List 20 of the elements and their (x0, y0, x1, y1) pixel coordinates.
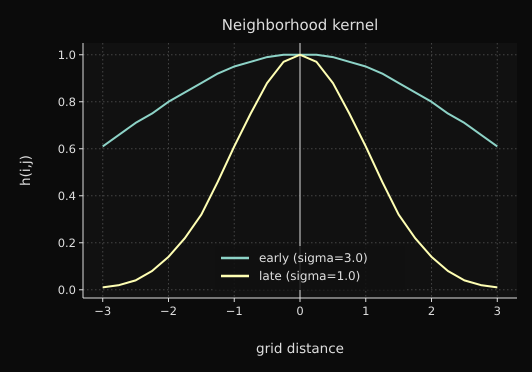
y-tick-label: 0.2 (58, 236, 76, 250)
line-series (102, 54, 498, 288)
y-tick-label: 1.0 (58, 48, 76, 62)
legend-label: late (sigma=1.0) (259, 269, 360, 283)
legend-label: early (sigma=3.0) (259, 251, 368, 265)
x-tick-label: −3 (94, 304, 112, 318)
y-tick-label: 0.4 (58, 188, 76, 203)
x-tick-label: 2 (428, 304, 436, 318)
y-tick-label: 0.8 (58, 94, 76, 109)
x-tick-label: −2 (160, 304, 177, 318)
x-tick-label: 1 (362, 304, 370, 318)
chart-title: Neighborhood kernel (222, 16, 378, 34)
x-tick-label: 0 (296, 304, 304, 318)
y-tick-label: 0.0 (58, 282, 76, 297)
line-series (102, 54, 498, 148)
y-tick-label: 0.6 (58, 142, 76, 156)
x-axis-title: grid distance (256, 341, 344, 357)
x-tick-label: −1 (226, 304, 243, 318)
y-axis-title: h(i,j) (18, 155, 34, 186)
x-tick-label: 3 (494, 304, 501, 318)
